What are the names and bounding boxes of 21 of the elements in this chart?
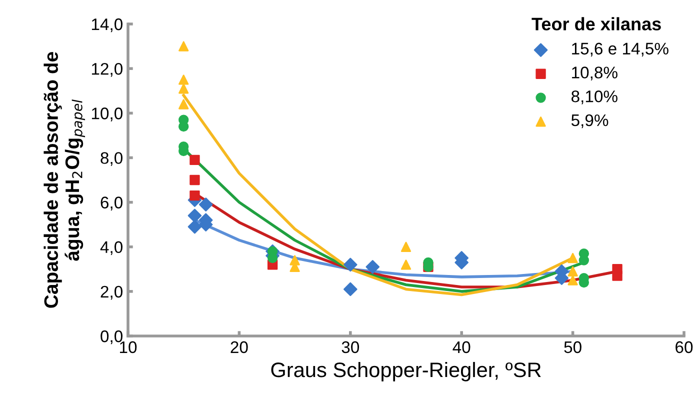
legend-label: 5,9% bbox=[571, 114, 608, 128]
x-tick-label: 10 bbox=[120, 341, 137, 354]
x-tick-label: 50 bbox=[564, 341, 582, 354]
legend-title: Teor de xilanas bbox=[532, 17, 661, 30]
y-tick-label: 0,0 bbox=[100, 330, 122, 344]
y-tick-label: 6,0 bbox=[100, 196, 122, 210]
x-tick-label: 40 bbox=[452, 341, 470, 354]
legend-label: 10,8% bbox=[572, 66, 618, 80]
y-tick-label: 2,0 bbox=[100, 286, 122, 300]
x-tick-label: 20 bbox=[230, 341, 248, 354]
x-tick-label: 60 bbox=[676, 341, 693, 354]
y-tick-label: 8,0 bbox=[100, 152, 122, 166]
y-axis-title: Capacidade de absorção de água, gH$_{2}$O/g$_{papel}$ bbox=[44, 52, 86, 308]
legend-label: 8,10% bbox=[572, 90, 618, 104]
x-tick-label: 30 bbox=[342, 341, 360, 354]
y-tick-label: 14,0 bbox=[92, 18, 122, 32]
legend-label: 15,6 e 14,5% bbox=[572, 42, 668, 57]
y-tick-label: 4,0 bbox=[100, 241, 122, 256]
y-tick-label: 10,0 bbox=[92, 108, 122, 122]
x-axis-title: Graus Schopper-Riegler, ºSR bbox=[271, 362, 541, 382]
y-tick-label: 12,0 bbox=[92, 62, 122, 77]
